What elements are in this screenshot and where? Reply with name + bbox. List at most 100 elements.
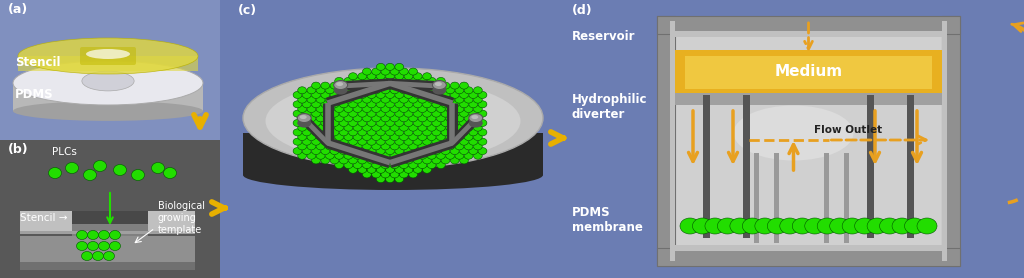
Ellipse shape	[302, 138, 311, 145]
Ellipse shape	[372, 115, 381, 122]
Ellipse shape	[390, 124, 399, 131]
Ellipse shape	[390, 68, 399, 75]
Ellipse shape	[473, 115, 482, 122]
Ellipse shape	[357, 110, 367, 117]
Ellipse shape	[427, 115, 436, 122]
Ellipse shape	[432, 110, 440, 117]
Ellipse shape	[455, 105, 464, 113]
Ellipse shape	[381, 133, 390, 140]
Ellipse shape	[399, 162, 409, 168]
Ellipse shape	[344, 152, 353, 159]
Ellipse shape	[298, 96, 306, 103]
Ellipse shape	[297, 114, 311, 123]
Ellipse shape	[302, 148, 311, 155]
Ellipse shape	[377, 82, 385, 89]
Ellipse shape	[300, 115, 307, 119]
Ellipse shape	[82, 71, 134, 91]
Ellipse shape	[404, 166, 413, 173]
Ellipse shape	[473, 105, 482, 113]
Ellipse shape	[432, 86, 446, 95]
Ellipse shape	[330, 120, 339, 126]
Ellipse shape	[307, 133, 315, 140]
Ellipse shape	[386, 63, 394, 70]
Ellipse shape	[441, 138, 450, 145]
Ellipse shape	[348, 157, 357, 164]
Ellipse shape	[471, 115, 478, 119]
Ellipse shape	[381, 124, 390, 131]
Ellipse shape	[357, 101, 367, 108]
Ellipse shape	[386, 91, 394, 98]
Ellipse shape	[441, 129, 450, 136]
Ellipse shape	[455, 152, 464, 159]
Ellipse shape	[326, 143, 334, 150]
Ellipse shape	[793, 218, 812, 234]
Ellipse shape	[377, 101, 385, 108]
Ellipse shape	[348, 91, 357, 98]
Ellipse shape	[357, 148, 367, 155]
Ellipse shape	[423, 73, 431, 80]
Ellipse shape	[436, 105, 445, 113]
Text: (c): (c)	[238, 4, 257, 17]
Ellipse shape	[855, 218, 874, 234]
Ellipse shape	[335, 133, 343, 140]
Ellipse shape	[418, 87, 427, 94]
Ellipse shape	[152, 163, 165, 173]
Ellipse shape	[469, 138, 477, 145]
Ellipse shape	[311, 101, 321, 108]
Ellipse shape	[409, 133, 418, 140]
Ellipse shape	[367, 73, 376, 80]
Ellipse shape	[755, 218, 775, 234]
Ellipse shape	[92, 252, 103, 260]
Ellipse shape	[367, 148, 376, 155]
Ellipse shape	[330, 101, 339, 108]
FancyBboxPatch shape	[844, 153, 849, 243]
Ellipse shape	[395, 91, 403, 98]
Ellipse shape	[730, 218, 750, 234]
Ellipse shape	[414, 129, 422, 136]
Ellipse shape	[377, 91, 385, 98]
Ellipse shape	[372, 96, 381, 103]
Ellipse shape	[805, 218, 824, 234]
Polygon shape	[243, 133, 543, 175]
Ellipse shape	[427, 133, 436, 140]
Ellipse shape	[335, 162, 343, 168]
Ellipse shape	[344, 162, 353, 168]
Ellipse shape	[381, 152, 390, 159]
Ellipse shape	[334, 81, 347, 90]
Ellipse shape	[298, 152, 306, 159]
Ellipse shape	[18, 38, 198, 74]
FancyBboxPatch shape	[657, 16, 675, 266]
Ellipse shape	[842, 218, 862, 234]
Ellipse shape	[330, 138, 339, 145]
Ellipse shape	[131, 170, 144, 180]
Ellipse shape	[918, 218, 937, 234]
Ellipse shape	[357, 73, 367, 80]
Ellipse shape	[377, 73, 385, 80]
Ellipse shape	[330, 148, 339, 155]
FancyBboxPatch shape	[675, 34, 942, 248]
Ellipse shape	[867, 218, 887, 234]
Ellipse shape	[423, 157, 431, 164]
Ellipse shape	[316, 115, 325, 122]
Ellipse shape	[321, 82, 330, 89]
Ellipse shape	[742, 218, 763, 234]
Ellipse shape	[372, 171, 381, 178]
Ellipse shape	[445, 105, 455, 113]
Ellipse shape	[330, 110, 339, 117]
Ellipse shape	[13, 101, 203, 121]
Ellipse shape	[362, 133, 372, 140]
Ellipse shape	[307, 96, 315, 103]
Ellipse shape	[445, 152, 455, 159]
Ellipse shape	[460, 120, 468, 126]
Ellipse shape	[381, 105, 390, 113]
Ellipse shape	[321, 148, 330, 155]
Ellipse shape	[362, 152, 372, 159]
Ellipse shape	[330, 91, 339, 98]
Ellipse shape	[77, 230, 87, 240]
Ellipse shape	[469, 129, 477, 136]
Ellipse shape	[357, 91, 367, 98]
Ellipse shape	[418, 115, 427, 122]
Ellipse shape	[386, 166, 394, 173]
Ellipse shape	[367, 82, 376, 89]
Ellipse shape	[414, 138, 422, 145]
